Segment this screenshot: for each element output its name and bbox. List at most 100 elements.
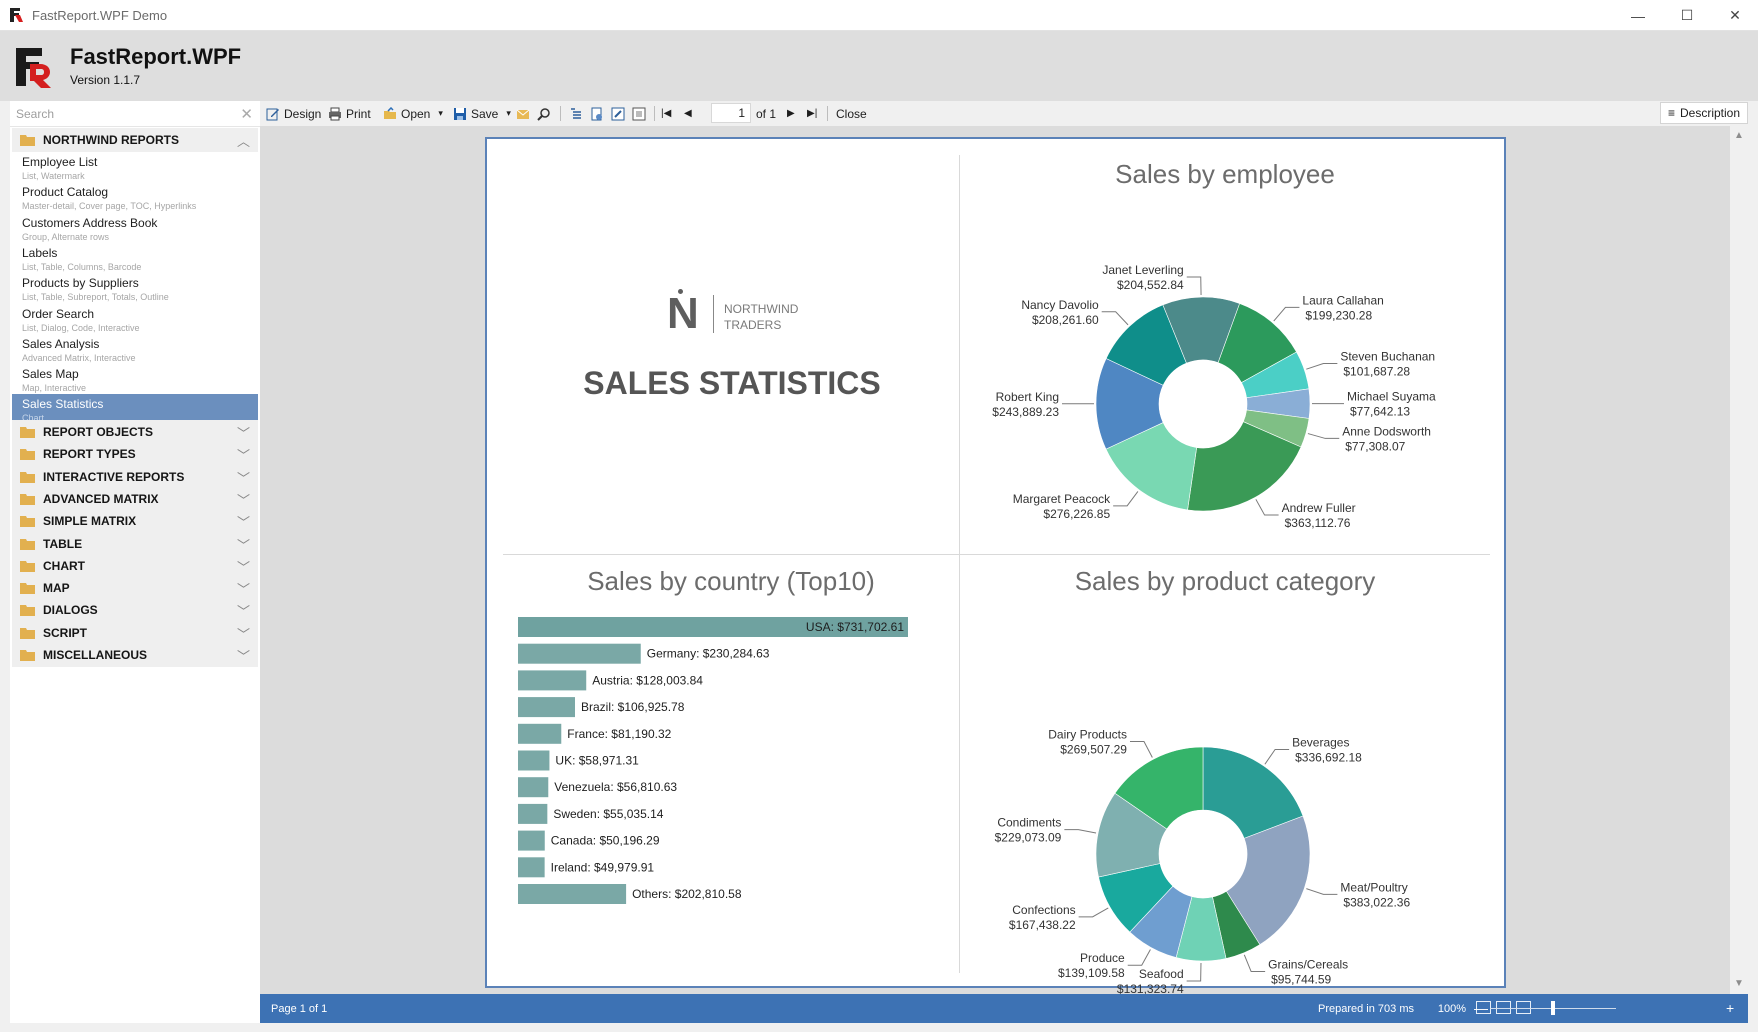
category-6[interactable]: CHART ﹀ (12, 553, 258, 578)
previous-page-button[interactable]: ◀ (684, 108, 692, 119)
brand-letter: N (667, 289, 699, 338)
slice-label: Beverages (1292, 735, 1349, 749)
leader-line (1064, 829, 1097, 834)
chevron-icon[interactable]: ﹀ (236, 426, 250, 441)
bar-label: Venezuela: $56,810.63 (554, 780, 677, 794)
leader-line (1243, 954, 1266, 973)
slice-label: Grains/Cereals (1268, 958, 1348, 972)
report-item[interactable]: Sales Analysis Advanced Matrix, Interacti… (12, 333, 258, 368)
slice-value: $139,109.58 (1058, 966, 1125, 980)
report-item[interactable]: Sales Map Map, Interactive (12, 364, 258, 399)
category-8[interactable]: DIALOGS ﹀ (12, 598, 258, 623)
category-2[interactable]: INTERACTIVE REPORTS ﹀ (12, 464, 258, 489)
report-page: N NORTHWIND TRADERS SALES STATISTICS Sal… (485, 137, 1506, 996)
northwind-logo: N NORTHWIND TRADERS (667, 289, 817, 338)
save-dropdown-icon[interactable]: ▾ (506, 108, 511, 118)
scroll-down-icon[interactable]: ▼ (1734, 978, 1744, 989)
slice-value: $229,073.09 (995, 831, 1062, 845)
page-indicator: Page 1 of 1 (271, 1003, 328, 1015)
close-report-button[interactable]: Close (836, 106, 867, 121)
description-button[interactable]: ≡ Description (1660, 102, 1748, 124)
chevron-icon[interactable]: ﹀ (236, 537, 250, 553)
chevron-icon[interactable]: ﹀ (236, 559, 250, 575)
open-dropdown-icon[interactable]: ▾ (438, 108, 443, 118)
zoom-page-width-icon[interactable] (1476, 1001, 1491, 1014)
slice-value: $243,889.23 (992, 405, 1059, 419)
zoom-out-button[interactable]: — (1474, 1000, 1488, 1016)
open-button[interactable]: Open ▾ (383, 104, 443, 123)
chevron-icon[interactable]: ﹀ (236, 448, 250, 464)
category-4[interactable]: SIMPLE MATRIX ﹀ (12, 509, 258, 534)
maximize-button[interactable]: ☐ (1680, 7, 1694, 23)
zoom-whole-page-icon[interactable] (1496, 1001, 1511, 1014)
zoom-100-icon[interactable] (1516, 1001, 1531, 1014)
leader-line (1264, 748, 1290, 765)
folder-icon (20, 427, 35, 438)
report-item[interactable]: Labels List, Table, Columns, Barcode (12, 242, 258, 277)
category-1[interactable]: REPORT TYPES ﹀ (12, 442, 258, 467)
print-button[interactable]: Print (328, 104, 371, 123)
toolbar-separator (654, 106, 655, 121)
first-page-button[interactable]: |◀ (661, 108, 672, 119)
brand-line-1: NORTHWIND (724, 302, 799, 316)
clear-search-icon[interactable]: ✕ (240, 106, 253, 123)
design-button[interactable]: Design (266, 104, 321, 123)
slice-label: Andrew Fuller (1282, 501, 1356, 515)
next-page-button[interactable]: ▶ (787, 108, 795, 119)
leader-line (1306, 362, 1338, 370)
report-item[interactable]: Products by Suppliers List, Table, Subrep… (12, 273, 258, 308)
product-name: FastReport.WPF (70, 44, 242, 69)
chevron-icon[interactable]: ﹀ (236, 626, 250, 642)
slice-label: Seafood (1139, 967, 1184, 981)
watermark-button[interactable] (632, 104, 650, 123)
close-window-button[interactable]: ✕ (1729, 7, 1741, 23)
slice-value: $269,507.29 (1060, 743, 1127, 757)
category-9[interactable]: SCRIPT ﹀ (12, 620, 258, 645)
brand-divider (713, 295, 714, 333)
save-button[interactable]: Save ▾ (453, 104, 511, 123)
category-northwind-reports[interactable]: NORTHWIND REPORTS ︿ (12, 128, 258, 152)
report-name: Labels (22, 245, 58, 260)
last-page-button[interactable]: ▶| (807, 108, 818, 119)
chevron-icon[interactable]: ︿ (236, 134, 250, 149)
bar-venezuela (518, 777, 549, 798)
category-5[interactable]: TABLE ﹀ (12, 531, 258, 556)
category-0[interactable]: REPORT OBJECTS ﹀ (12, 420, 258, 444)
report-tags: Chart (22, 413, 45, 424)
find-button[interactable] (537, 104, 555, 123)
product-version: Version 1.1.7 (70, 73, 141, 87)
report-item[interactable]: Order Search List, Dialog, Code, Interact… (12, 303, 258, 338)
email-button[interactable] (516, 104, 534, 123)
page-number-input[interactable]: 1 (711, 103, 751, 123)
report-tags: List, Table, Subreport, Totals, Outline (22, 292, 169, 303)
chevron-icon[interactable]: ﹀ (236, 515, 250, 531)
status-bar: Page 1 of 1 Prepared in 703 ms 100% — + (260, 994, 1748, 1023)
category-label: MAP (43, 581, 70, 596)
leader-line (1078, 907, 1109, 918)
chevron-icon[interactable]: ﹀ (236, 649, 250, 664)
chevron-icon[interactable]: ﹀ (236, 604, 250, 620)
folder-icon (20, 650, 35, 661)
vertical-scrollbar[interactable]: ▲ ▼ (1730, 126, 1748, 994)
zoom-in-button[interactable]: + (1726, 1000, 1735, 1016)
page-setup-icon (591, 107, 602, 120)
chevron-icon[interactable]: ﹀ (236, 492, 250, 508)
chevron-icon[interactable]: ﹀ (236, 582, 250, 598)
report-item[interactable]: Product Catalog Master-detail, Cover page… (12, 182, 258, 217)
report-item[interactable]: Customers Address Book Group, Alternate r… (12, 212, 258, 247)
search-box[interactable]: Search ✕ (10, 101, 260, 127)
bar-canada (518, 830, 545, 851)
slice-label: Laura Callahan (1302, 293, 1383, 307)
chevron-icon[interactable]: ﹀ (236, 470, 250, 486)
scroll-up-icon[interactable]: ▲ (1734, 130, 1744, 141)
category-7[interactable]: MAP ﹀ (12, 576, 258, 601)
search-input[interactable]: Search (16, 107, 55, 121)
zoom-slider-thumb[interactable] (1551, 1001, 1555, 1015)
edit-page-button[interactable] (611, 104, 629, 123)
category-3[interactable]: ADVANCED MATRIX ﹀ (12, 486, 258, 511)
category-10[interactable]: MISCELLANEOUS ﹀ (12, 643, 258, 667)
minimize-button[interactable]: — (1631, 7, 1645, 24)
outline-button[interactable] (569, 104, 587, 123)
page-setup-button[interactable] (590, 104, 608, 123)
report-item[interactable]: Employee List List, Watermark (12, 152, 258, 186)
